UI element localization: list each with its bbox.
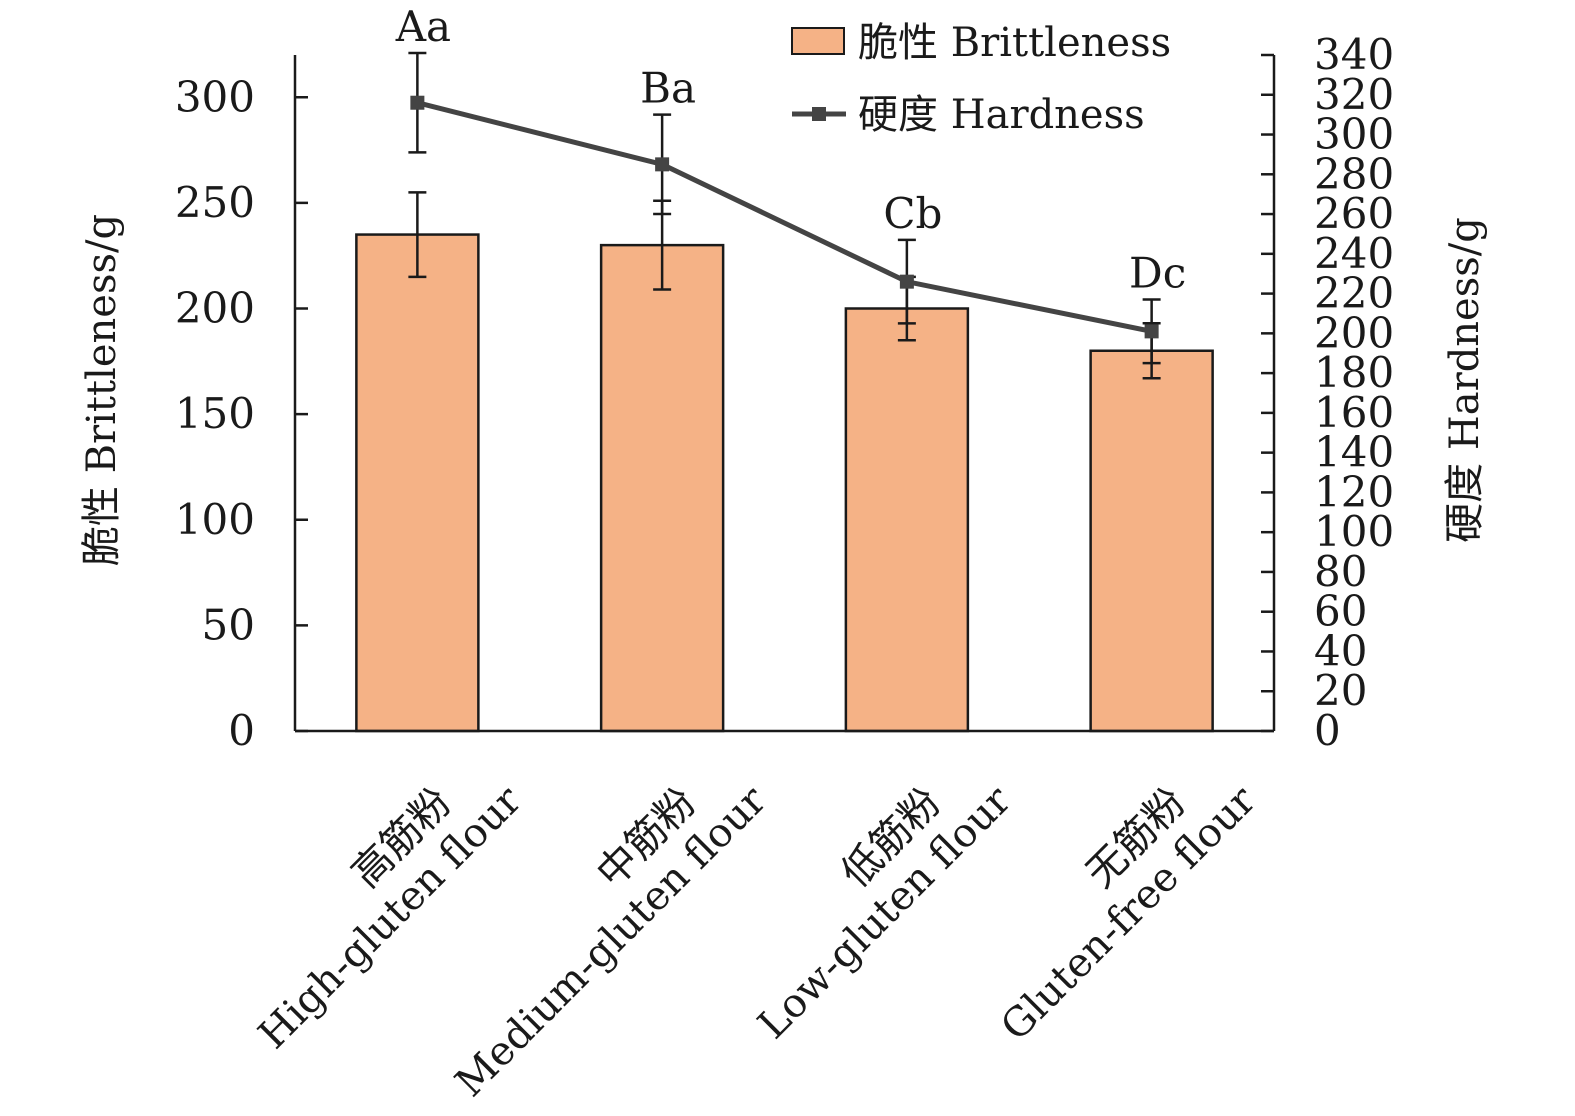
hardness-point-2 bbox=[655, 157, 670, 172]
right-tick-label: 100 bbox=[1314, 507, 1394, 556]
right-tick-label: 20 bbox=[1314, 666, 1367, 715]
bar-1 bbox=[355, 233, 480, 733]
left-tick-label: 150 bbox=[175, 389, 255, 438]
right-tick-label: 260 bbox=[1314, 189, 1394, 238]
bar-2 bbox=[599, 243, 725, 733]
right-axis-title: 硬度 Hardness/g bbox=[1442, 217, 1488, 543]
left-tick-label: 200 bbox=[175, 284, 255, 333]
category-label-3: 低筋粉 Low-gluten flour bbox=[716, 743, 1021, 1048]
left-tick-label: 300 bbox=[175, 72, 255, 121]
right-tick-label: 240 bbox=[1314, 229, 1394, 278]
significance-label: Ba bbox=[640, 64, 696, 113]
left-tick-label: 250 bbox=[175, 178, 255, 227]
right-tick-label: 280 bbox=[1314, 149, 1394, 198]
left-tick-label: 50 bbox=[202, 600, 255, 649]
left-tick-label: 100 bbox=[175, 495, 255, 544]
right-tick-label: 320 bbox=[1314, 70, 1394, 119]
axes-group: 0501001502002503000204060801001201401601… bbox=[175, 30, 1394, 755]
hardness-point-4 bbox=[1144, 324, 1159, 339]
hardness-point-3 bbox=[899, 274, 914, 289]
right-tick-label: 180 bbox=[1314, 348, 1394, 397]
right-tick-label: 220 bbox=[1314, 269, 1394, 318]
bar-error-group bbox=[408, 191, 1161, 380]
bar-4 bbox=[1089, 349, 1214, 733]
legend-bar-label: 脆性 Brittleness bbox=[858, 20, 1171, 66]
hardness-line bbox=[416, 100, 1153, 334]
legend-bar-swatch bbox=[791, 27, 845, 55]
hardness-point-1 bbox=[410, 95, 425, 110]
legend: 脆性 Brittleness 硬度 Hardness bbox=[791, 20, 1171, 138]
right-tick-label: 200 bbox=[1314, 308, 1394, 357]
left-tick-label: 0 bbox=[228, 706, 255, 755]
bar-group bbox=[355, 233, 1214, 733]
right-tick-label: 300 bbox=[1314, 110, 1394, 159]
hardness-line-group bbox=[408, 51, 1161, 365]
right-tick-label: 80 bbox=[1314, 547, 1367, 596]
category-label-2: 中筋粉 Medium-gluten flour bbox=[413, 743, 776, 1106]
right-tick-label: 60 bbox=[1314, 587, 1367, 636]
right-tick-label: 0 bbox=[1314, 706, 1341, 755]
significance-label: Cb bbox=[883, 189, 942, 238]
significance-label: Dc bbox=[1129, 249, 1186, 298]
right-tick-label: 340 bbox=[1314, 30, 1394, 79]
category-label-4: 无筋粉 Gluten-free flour bbox=[958, 743, 1265, 1050]
significance-label: Aa bbox=[395, 2, 451, 51]
right-tick-label: 120 bbox=[1314, 467, 1394, 516]
right-tick-label: 140 bbox=[1314, 428, 1394, 477]
legend-line-label: 硬度 Hardness bbox=[858, 92, 1145, 138]
bar-3 bbox=[844, 307, 970, 733]
right-tick-label: 40 bbox=[1314, 626, 1367, 675]
legend-line-marker bbox=[812, 107, 826, 121]
category-label-1: 高筋粉 High-gluten flour bbox=[216, 743, 531, 1058]
left-axis-title: 脆性 Brittleness/g bbox=[79, 214, 125, 566]
right-tick-label: 160 bbox=[1314, 388, 1394, 437]
